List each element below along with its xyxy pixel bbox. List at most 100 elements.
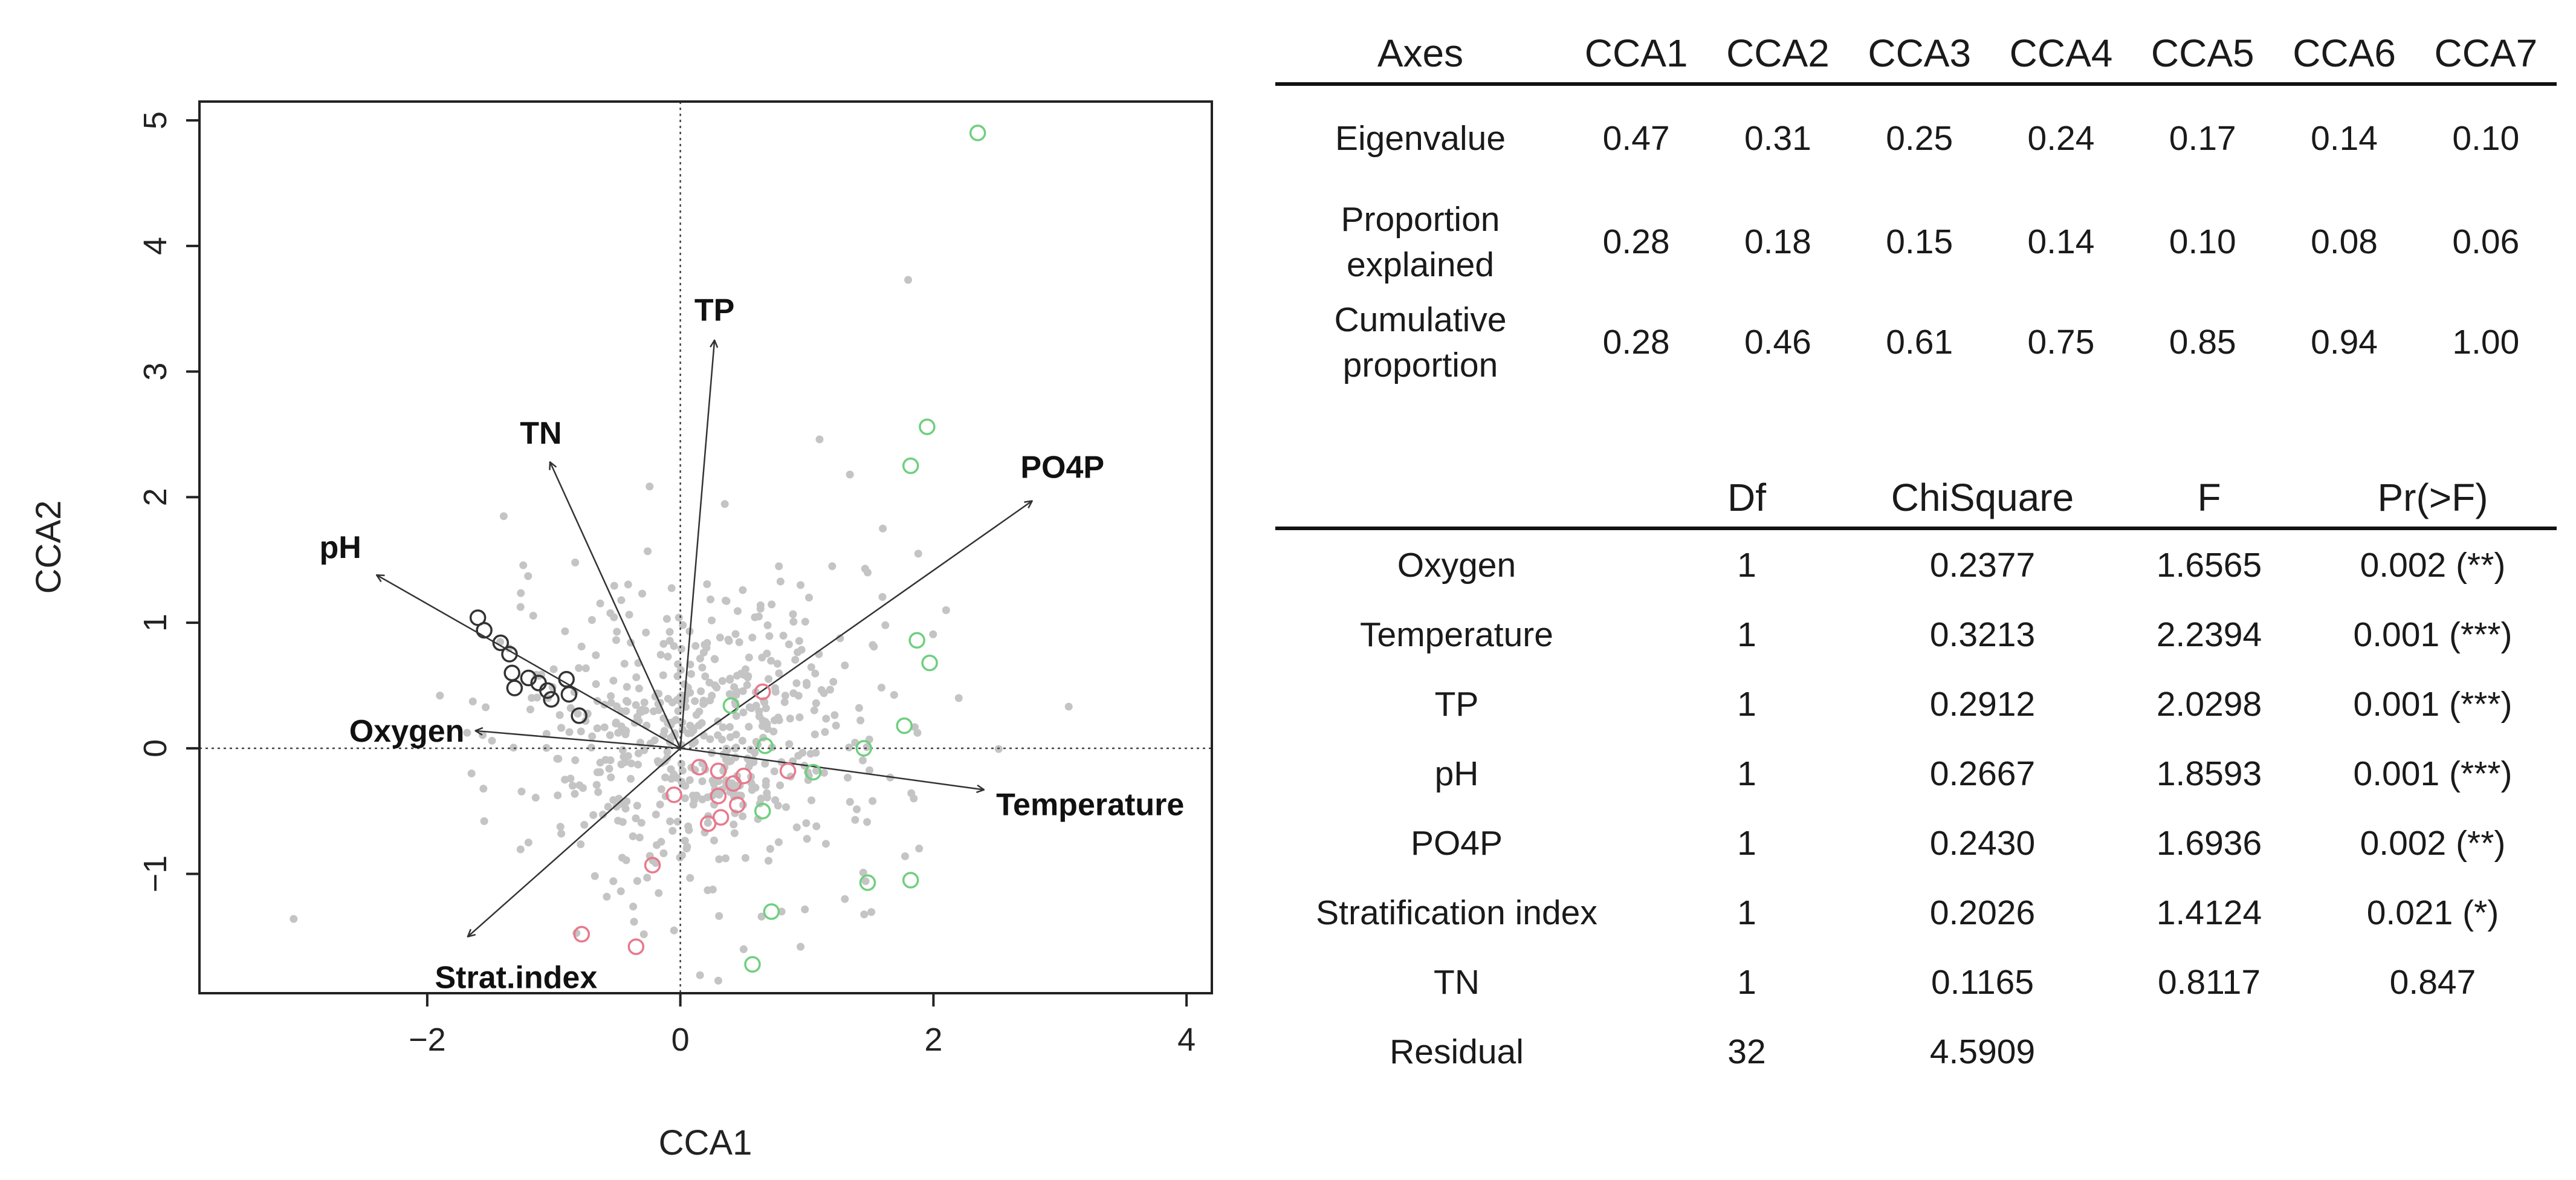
species-point: [704, 886, 712, 895]
species-point: [776, 781, 785, 789]
species-point: [740, 670, 748, 679]
y-tick-label: 2: [137, 488, 173, 506]
y-tick-label: −1: [137, 855, 173, 893]
x-axis-label: CCA1: [659, 1123, 752, 1162]
species-point: [714, 731, 722, 739]
species-point: [879, 524, 887, 533]
anova-table: Df ChiSquare F Pr(>F) Oxygen 1 0.2377 1.…: [1275, 468, 2557, 1086]
cell: 0.3213: [1929, 615, 2036, 654]
species-point: [603, 892, 611, 901]
species-point: [748, 634, 757, 642]
black-sites-point: [560, 686, 578, 703]
green-sites-point: [855, 740, 872, 757]
species-point: [822, 715, 830, 723]
species-point: [785, 640, 793, 649]
species-point: [524, 838, 532, 847]
red-sites-point: [779, 762, 797, 780]
species-point: [549, 665, 558, 673]
species-point: [782, 803, 791, 811]
species-point: [866, 766, 874, 774]
species-point: [589, 811, 598, 819]
red-sites-point: [665, 786, 682, 803]
species-point: [765, 675, 773, 683]
cell: 0.94: [2311, 323, 2378, 362]
species-point: [748, 704, 756, 713]
species-point: [661, 773, 670, 782]
species-point: [596, 759, 604, 767]
species-point: [610, 582, 618, 590]
x-tick-label: 0: [672, 1022, 690, 1058]
species-point: [691, 697, 699, 705]
cell: 1: [1737, 893, 1756, 932]
cell: 0.021 (*): [2366, 893, 2499, 932]
species-point: [604, 803, 612, 811]
species-point: [700, 699, 708, 707]
species-point: [672, 716, 680, 724]
species-points: [290, 276, 1073, 985]
species-point: [739, 586, 747, 594]
red-sites-point: [699, 815, 717, 832]
species-point: [708, 616, 716, 624]
species-point: [877, 683, 885, 692]
black-sites-point: [520, 669, 537, 687]
species-point: [832, 721, 840, 730]
species-point: [745, 653, 753, 662]
species-point: [290, 915, 298, 923]
species-point: [664, 695, 672, 703]
green-sites-point: [763, 903, 780, 920]
species-point: [575, 664, 583, 672]
cell: 1: [1737, 545, 1756, 585]
species-point: [765, 632, 774, 640]
species-point: [696, 971, 704, 979]
species-point: [763, 621, 772, 629]
species-point: [707, 595, 715, 604]
cell: 1: [1737, 684, 1756, 724]
species-point: [718, 677, 727, 686]
species-point: [696, 654, 704, 663]
species-point: [516, 603, 525, 611]
species-point: [856, 716, 865, 725]
species-point: [656, 650, 665, 659]
species-point: [598, 811, 607, 819]
species-point: [687, 670, 696, 678]
cell: 0.61: [1886, 323, 1953, 362]
row-label: Oxygen: [1397, 545, 1516, 585]
green-sites-point: [902, 457, 919, 475]
species-point: [697, 687, 705, 696]
black-sites-point: [558, 670, 575, 688]
species-point: [795, 637, 803, 645]
anova-row-ph: pH 1 0.2667 1.8593 0.001 (***): [1275, 739, 2557, 808]
species-point: [804, 594, 813, 602]
species-point: [571, 559, 580, 567]
species-point: [554, 754, 563, 763]
red-sites-point: [691, 759, 708, 776]
species-point: [622, 856, 630, 864]
anova-header-row: Df ChiSquare F Pr(>F): [1275, 468, 2557, 528]
species-point: [668, 826, 677, 835]
species-point: [617, 596, 626, 605]
species-point: [776, 577, 785, 586]
species-point: [624, 580, 632, 589]
species-point: [659, 671, 667, 679]
species-point: [730, 683, 739, 692]
species-point: [692, 711, 701, 719]
species-point: [802, 679, 811, 687]
row-label: Eigenvalue: [1335, 119, 1506, 158]
species-point: [710, 836, 718, 844]
species-point: [663, 748, 672, 756]
cell: 0.8117: [2157, 962, 2261, 1002]
species-point: [524, 572, 532, 580]
species-point: [665, 637, 674, 645]
cell: 1: [1737, 754, 1756, 793]
cell: 0.31: [1744, 119, 1811, 158]
cell: 0.08: [2311, 222, 2378, 262]
arrow-label-temperature: Temperature: [996, 787, 1184, 822]
species-point: [574, 710, 582, 718]
species-point: [698, 663, 707, 672]
species-point: [531, 794, 540, 802]
cell: 0.24: [2027, 119, 2095, 158]
species-point: [565, 728, 574, 736]
species-point: [653, 841, 661, 849]
arrow-po4p: [679, 501, 1032, 749]
black-sites-point: [501, 646, 518, 663]
